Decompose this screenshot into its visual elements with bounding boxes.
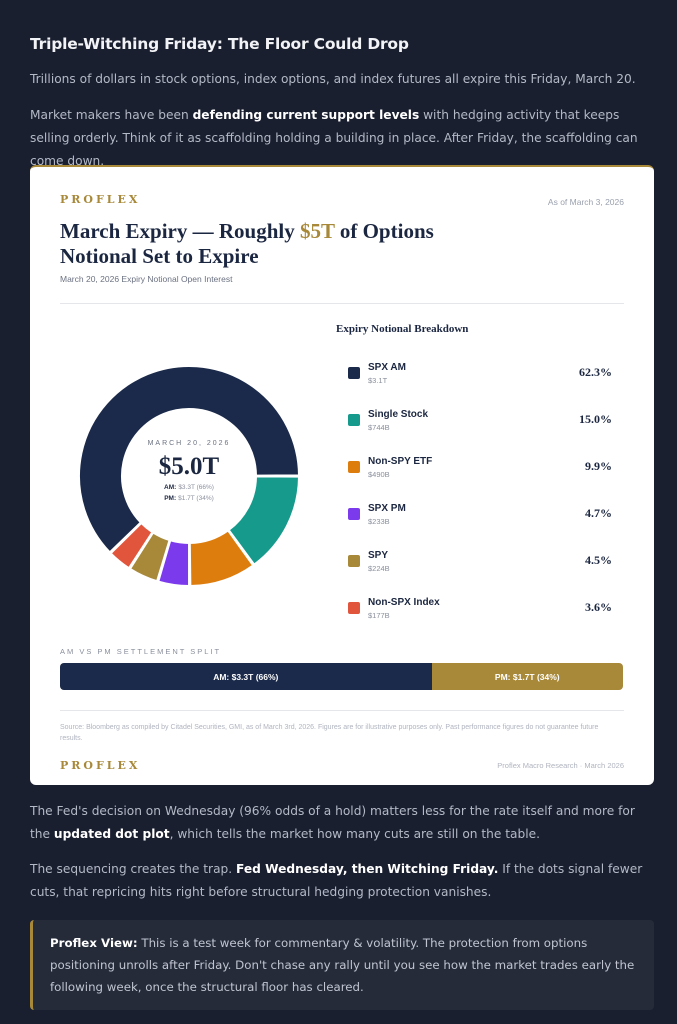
- legend-percent: 15.0%: [579, 412, 612, 427]
- legend-swatch: [348, 367, 360, 379]
- legend-value: $744B: [368, 423, 390, 432]
- footer-brand-logo: PROFLEX: [60, 759, 140, 772]
- paragraph-text: Market makers have been: [30, 108, 193, 122]
- donut-chart: MARCH 20, 2026 $5.0T AM: $3.3T (66%) PM: $…: [76, 363, 302, 589]
- legend-value: $3.1T: [368, 376, 387, 385]
- legend-value: $177B: [368, 611, 390, 620]
- legend-percent: 3.6%: [585, 600, 612, 615]
- proflex-view-callout: Proflex View: This is a test week for co…: [30, 920, 654, 1010]
- am-label: AM:: [164, 484, 176, 491]
- callout-text: This is a test week for commentary & vol…: [50, 936, 634, 994]
- chart-title: March Expiry — Roughly $5T of Options No…: [60, 219, 460, 269]
- chart-title-highlight: $5T: [300, 219, 335, 243]
- article-paragraph-3: The Fed's decision on Wednesday (96% odd…: [30, 800, 645, 846]
- legend-percent: 4.5%: [585, 553, 612, 568]
- legend-item-single-stock: Single Stock $744B 15.0%: [346, 409, 612, 439]
- legend-name: Non-SPY ETF: [368, 456, 432, 467]
- source-footnote: Source: Bloomberg as compiled by Citadel…: [60, 722, 620, 744]
- paragraph-text: , which tells the market how many cuts a…: [170, 827, 540, 841]
- donut-center-am: AM: $3.3T (66%): [164, 484, 214, 491]
- legend-swatch: [348, 414, 360, 426]
- legend-swatch: [348, 508, 360, 520]
- paragraph-bold: updated dot plot: [54, 827, 170, 841]
- donut-center-date: MARCH 20, 2026: [148, 440, 231, 447]
- legend-swatch: [348, 602, 360, 614]
- split-segment-pm: PM: $1.7T (34%): [432, 663, 623, 690]
- paragraph-bold: defending current support levels: [193, 108, 420, 122]
- legend-swatch: [348, 555, 360, 567]
- paragraph-text: The sequencing creates the trap.: [30, 862, 236, 876]
- legend-name: Non-SPX Index: [368, 597, 440, 608]
- divider: [60, 303, 624, 304]
- legend-item-spx-am: SPX AM $3.1T 62.3%: [346, 362, 612, 392]
- legend-item-non-spx-index: Non-SPX Index $177B 3.6%: [346, 597, 612, 627]
- legend-percent: 9.9%: [585, 459, 612, 474]
- as-of-date: As of March 3, 2026: [548, 197, 624, 207]
- callout-label: Proflex View:: [50, 936, 138, 950]
- pm-value: $1.7T (34%): [178, 495, 214, 502]
- paragraph-bold: Fed Wednesday, then Witching Friday.: [236, 862, 498, 876]
- legend-name: SPX AM: [368, 362, 406, 373]
- article-paragraph-1: Trillions of dollars in stock options, i…: [30, 68, 645, 91]
- legend-swatch: [348, 461, 360, 473]
- am-value: $3.3T (66%): [178, 484, 214, 491]
- article-title: Triple-Witching Friday: The Floor Could …: [30, 35, 409, 53]
- legend-item-non-spy-etf: Non-SPY ETF $490B 9.9%: [346, 456, 612, 486]
- legend-item-spy: SPY $224B 4.5%: [346, 550, 612, 580]
- legend-value: $224B: [368, 564, 390, 573]
- split-label: AM VS PM SETTLEMENT SPLIT: [60, 647, 221, 656]
- brand-logo: PROFLEX: [60, 193, 140, 206]
- chart-subtitle: March 20, 2026 Expiry Notional Open Inte…: [60, 274, 232, 284]
- chart-title-text: March Expiry — Roughly: [60, 219, 300, 243]
- donut-center-total: $5.0T: [159, 453, 220, 480]
- split-bar: AM: $3.3T (66%) PM: $1.7T (34%): [60, 663, 623, 690]
- article-paragraph-2: Market makers have been defending curren…: [30, 104, 645, 173]
- article-paragraph-4: The sequencing creates the trap. Fed Wed…: [30, 858, 645, 904]
- split-segment-am: AM: $3.3T (66%): [60, 663, 432, 690]
- legend-percent: 62.3%: [579, 365, 612, 380]
- footer-credit: Proflex Macro Research · March 2026: [497, 761, 624, 770]
- divider: [60, 710, 624, 711]
- chart-card: PROFLEX As of March 3, 2026 March Expiry…: [30, 165, 654, 785]
- legend-title: Expiry Notional Breakdown: [336, 323, 468, 335]
- legend-name: Single Stock: [368, 409, 428, 420]
- legend-name: SPX PM: [368, 503, 406, 514]
- legend-name: SPY: [368, 550, 388, 561]
- legend-item-spx-pm: SPX PM $233B 4.7%: [346, 503, 612, 533]
- legend-percent: 4.7%: [585, 506, 612, 521]
- pm-label: PM:: [164, 495, 176, 502]
- legend-value: $490B: [368, 470, 390, 479]
- legend-value: $233B: [368, 517, 390, 526]
- donut-center-pm: PM: $1.7T (34%): [164, 495, 214, 502]
